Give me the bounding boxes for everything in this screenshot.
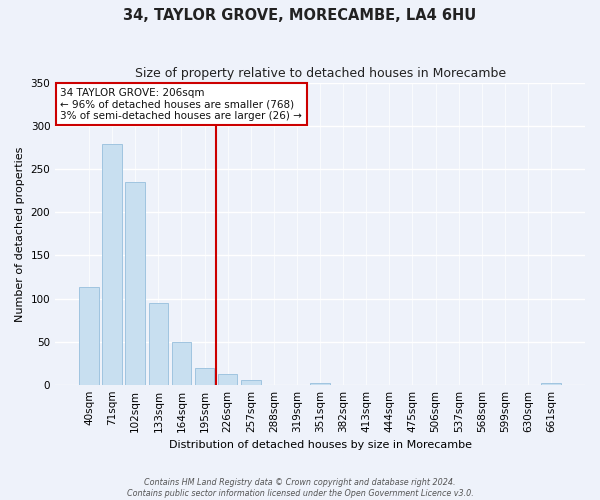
Y-axis label: Number of detached properties: Number of detached properties: [15, 146, 25, 322]
Bar: [310, 383, 330, 384]
Text: 34 TAYLOR GROVE: 206sqm
← 96% of detached houses are smaller (768)
3% of semi-de: 34 TAYLOR GROVE: 206sqm ← 96% of detache…: [61, 88, 302, 121]
Text: 34, TAYLOR GROVE, MORECAMBE, LA4 6HU: 34, TAYLOR GROVE, MORECAMBE, LA4 6HU: [124, 8, 476, 22]
Bar: [79, 288, 99, 384]
Bar: [149, 303, 168, 384]
Bar: [195, 368, 214, 384]
Bar: [541, 383, 561, 384]
Bar: [218, 374, 238, 384]
Title: Size of property relative to detached houses in Morecambe: Size of property relative to detached ho…: [134, 68, 506, 80]
X-axis label: Distribution of detached houses by size in Morecambe: Distribution of detached houses by size …: [169, 440, 472, 450]
Text: Contains HM Land Registry data © Crown copyright and database right 2024.
Contai: Contains HM Land Registry data © Crown c…: [127, 478, 473, 498]
Bar: [125, 182, 145, 384]
Bar: [172, 342, 191, 384]
Bar: [103, 144, 122, 384]
Bar: [241, 380, 260, 384]
